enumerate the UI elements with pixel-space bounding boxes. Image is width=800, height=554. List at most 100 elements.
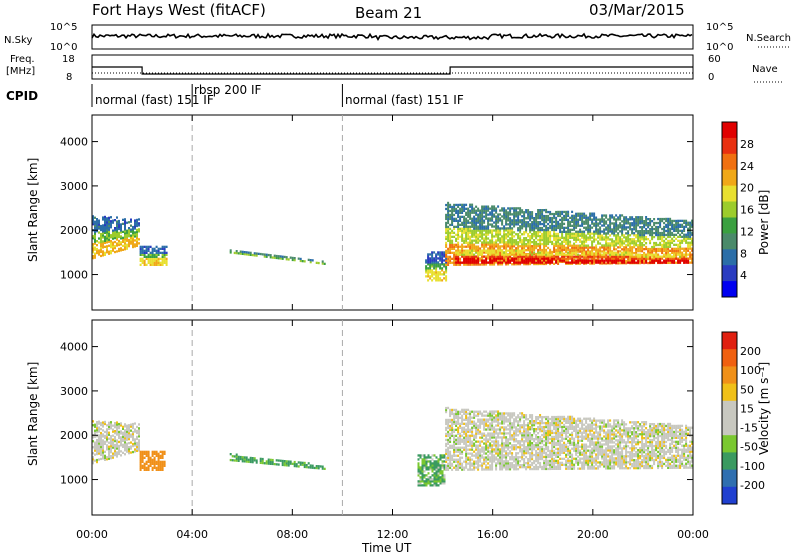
echo-cell	[429, 275, 432, 278]
echo-cell	[118, 223, 120, 227]
echo-cell	[525, 225, 528, 228]
echo-cell	[515, 259, 518, 262]
echo-cell	[613, 230, 616, 233]
echo-cell	[122, 443, 124, 446]
echo-cell	[445, 251, 448, 254]
echo-cell	[661, 231, 664, 235]
echo-cell	[447, 221, 450, 225]
echo-cell	[657, 217, 660, 221]
echo-cell	[575, 214, 578, 217]
echo-cell	[575, 259, 578, 262]
echo-cell	[465, 231, 468, 234]
echo-cell	[689, 253, 692, 256]
echo-cell	[281, 461, 284, 465]
echo-cell	[122, 238, 124, 241]
echo-cell	[575, 226, 578, 229]
echo-cell	[649, 247, 652, 251]
echo-cell	[100, 250, 102, 254]
echo-cell	[503, 446, 506, 449]
echo-cell	[465, 261, 468, 264]
echo-cell	[533, 233, 536, 236]
echo-cell	[463, 422, 466, 425]
echo-cell	[653, 223, 656, 227]
echo-cell	[499, 233, 502, 236]
echo-cell	[443, 454, 446, 457]
echo-cell	[453, 412, 456, 416]
echo-cell	[607, 255, 610, 258]
echo-cell	[499, 422, 502, 425]
echo-cell	[457, 241, 460, 244]
echo-cell	[507, 253, 510, 256]
echo-cell	[531, 237, 534, 240]
echo-cell	[151, 460, 154, 463]
echo-cell	[445, 452, 448, 455]
echo-cell	[417, 454, 420, 457]
echo-cell	[138, 222, 140, 225]
echo-cell	[161, 456, 164, 459]
echo-cell	[499, 219, 502, 222]
echo-cell	[501, 235, 504, 238]
echo-cell	[501, 436, 504, 439]
echo-cell	[124, 240, 126, 243]
echo-cell	[491, 205, 494, 208]
echo-cell	[493, 235, 496, 238]
echo-cell	[617, 259, 620, 262]
echo-cell	[611, 238, 614, 241]
echo-cell	[453, 255, 456, 258]
echo-cell	[441, 269, 444, 272]
echo-cell	[495, 261, 498, 264]
echo-cell	[505, 227, 508, 230]
echo-cell	[124, 445, 126, 448]
echo-cell	[437, 466, 440, 469]
echo-cell	[423, 474, 426, 477]
echo-cell	[597, 224, 600, 227]
echo-cell	[467, 221, 470, 224]
echo-cell	[305, 466, 308, 469]
echo-cell	[102, 226, 104, 229]
echo-cell	[269, 254, 272, 257]
echo-cell	[427, 480, 430, 483]
echo-cell	[599, 222, 602, 225]
echo-cell	[593, 240, 596, 243]
echo-cell	[287, 258, 290, 261]
echo-cell	[423, 454, 426, 457]
echo-cell	[479, 209, 482, 212]
echo-cell	[481, 436, 484, 439]
echo-cell	[229, 251, 232, 254]
echo-cell	[112, 247, 114, 250]
echo-cell	[114, 439, 116, 443]
echo-cell	[561, 232, 564, 235]
echo-cell	[607, 248, 610, 251]
echo-cell	[653, 259, 656, 262]
echo-cell	[159, 468, 162, 471]
echo-cell	[579, 212, 582, 215]
echo-cell	[491, 219, 494, 222]
echo-cell	[629, 256, 632, 259]
echo-cell	[607, 232, 610, 235]
echo-cell	[549, 254, 552, 258]
echo-cell	[509, 255, 512, 258]
echo-cell	[465, 257, 468, 260]
echo-cell	[615, 226, 618, 229]
echo-cell	[465, 245, 468, 248]
echo-cell	[509, 231, 512, 234]
echo-cell	[487, 207, 490, 210]
echo-cell	[485, 229, 488, 232]
echo-cell	[104, 430, 106, 434]
echo-cell	[449, 434, 452, 437]
echo-cell	[487, 229, 490, 232]
echo-cell	[463, 418, 466, 421]
echo-cell	[421, 466, 424, 469]
echo-cell	[427, 460, 430, 463]
echo-cell	[469, 466, 472, 469]
echo-cell	[619, 236, 622, 239]
echo-cell	[613, 240, 616, 243]
echo-cell	[163, 253, 166, 256]
echo-cell	[475, 237, 478, 240]
echo-cell	[549, 232, 552, 236]
echo-cell	[449, 215, 452, 219]
echo-cell	[429, 476, 432, 479]
echo-cell	[96, 421, 98, 424]
echo-cell	[289, 256, 292, 259]
echo-cell	[691, 221, 694, 224]
